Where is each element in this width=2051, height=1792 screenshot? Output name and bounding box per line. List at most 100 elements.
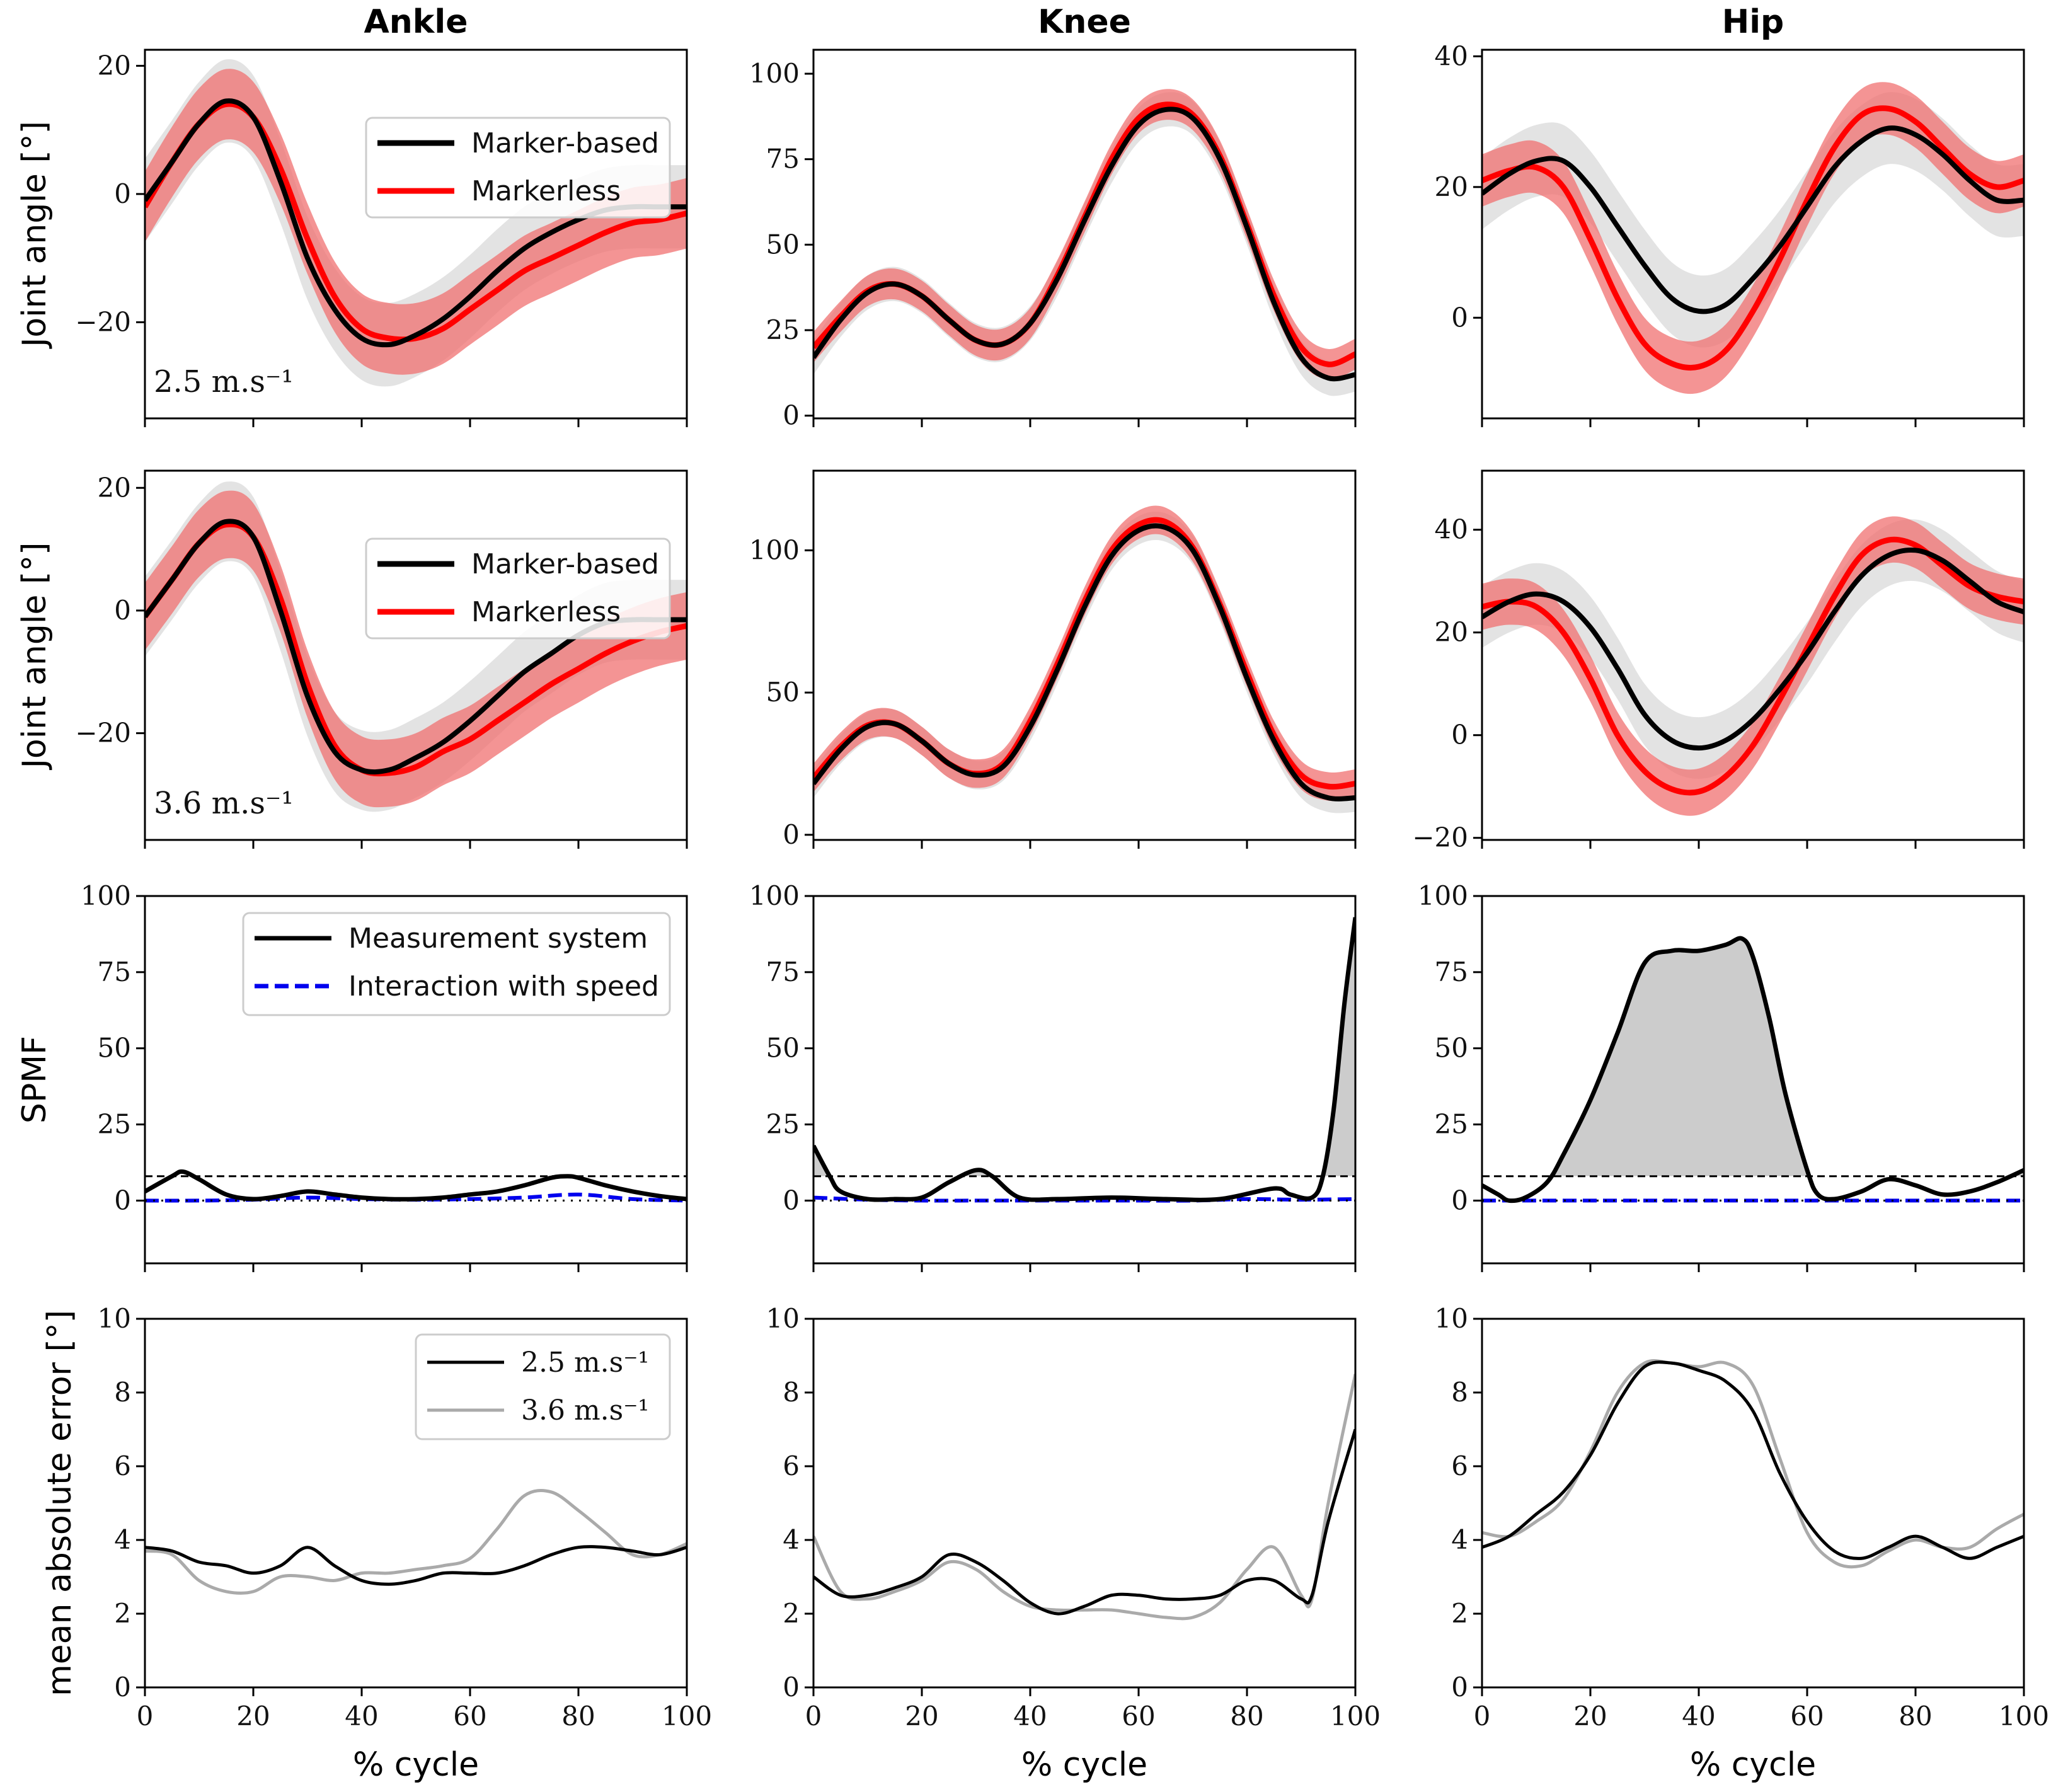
line-marker-based <box>1482 548 2024 751</box>
axes-frame <box>144 895 688 1265</box>
y-tick-label: 6 <box>1451 1450 1468 1481</box>
y-tick-label: 8 <box>1451 1377 1468 1408</box>
plot-area <box>145 481 687 812</box>
y-tick-label: 25 <box>1435 1109 1468 1140</box>
y-tick-label: 20 <box>98 472 131 503</box>
legend: Marker-based Markerless <box>365 117 671 219</box>
x-tick-label: 60 <box>1790 1701 1824 1732</box>
panel-hip-36: −20 0 20 40 <box>1412 469 2025 853</box>
y-axis-label: Joint angle [°] <box>16 543 54 771</box>
x-axis-label: % cycle <box>1021 1746 1147 1784</box>
plot-area <box>145 1169 687 1203</box>
column-title: Ankle <box>364 3 468 41</box>
axes-frame <box>144 469 688 841</box>
legend-label: Markerless <box>471 175 621 207</box>
y-tick-label: 0 <box>1451 1185 1468 1215</box>
band-markerless <box>145 490 687 808</box>
panel-knee-spm: 0 25 50 75 100 <box>749 880 1357 1272</box>
y-tick-label: 20 <box>1435 171 1468 202</box>
y-tick-label: 50 <box>766 1033 800 1064</box>
line-markerless <box>145 101 687 343</box>
y-tick-label: 50 <box>766 677 800 708</box>
x-axis-label: % cycle <box>1690 1746 1816 1784</box>
y-axis-label: mean absolute error [°] <box>41 1310 79 1696</box>
y-tick-label: 40 <box>1435 514 1468 545</box>
plot-area <box>1482 1359 2024 1569</box>
y-tick-label: 0 <box>1451 720 1468 750</box>
x-tick-label: 40 <box>1013 1701 1047 1732</box>
legend-box <box>242 912 671 1016</box>
legend: Measurement system Interaction with speed <box>242 912 671 1016</box>
line-marker-based <box>813 106 1355 382</box>
plot-area <box>1482 936 2024 1203</box>
axes-frame <box>1481 895 2025 1265</box>
y-tick-label: 100 <box>81 880 131 911</box>
line-marker-based <box>1482 125 2024 314</box>
y-tick-label: 40 <box>1435 40 1468 71</box>
panel-knee-25: 0 25 50 75 100 Knee <box>749 3 1357 431</box>
x-tick-label: 60 <box>1122 1701 1155 1732</box>
line-mae-36 <box>1482 1359 2024 1569</box>
panel-ankle-36: −20 0 20 Joint angle [°] 3.6 m.s⁻¹ Marker-bas… <box>16 469 688 849</box>
y-tick-label: −20 <box>75 718 131 749</box>
y-tick-label: 75 <box>98 956 131 987</box>
band-markerless <box>145 69 687 375</box>
y-tick-label: 0 <box>783 819 800 850</box>
x-tick-label: 0 <box>805 1701 822 1732</box>
plot-area <box>813 917 1355 1203</box>
axes-frame <box>812 1318 1357 1689</box>
y-tick-label: 10 <box>766 1303 800 1334</box>
y-tick-label: 6 <box>114 1450 131 1481</box>
legend-label: Measurement system <box>348 922 648 955</box>
plot-area <box>813 89 1355 396</box>
legend-label: 2.5 m.s⁻¹ <box>521 1347 649 1379</box>
y-tick-label: 50 <box>1435 1033 1468 1064</box>
y-tick-label: 100 <box>749 58 800 89</box>
legend-label: 3.6 m.s⁻¹ <box>521 1394 649 1427</box>
legend-label: Marker-based <box>471 127 659 159</box>
plot-area <box>1482 516 2024 816</box>
y-tick-label: 10 <box>1435 1303 1468 1334</box>
y-tick-label: 25 <box>766 314 800 345</box>
plot-area <box>1482 82 2024 394</box>
y-tick-label: 100 <box>749 534 800 565</box>
significance-fill <box>1482 938 2024 1176</box>
y-tick-label: 0 <box>1451 1672 1468 1703</box>
speed-annotation: 2.5 m.s⁻¹ <box>154 364 294 399</box>
panel-knee-36: 0 50 100 <box>749 469 1357 850</box>
line-mae-25 <box>145 1545 687 1586</box>
band-markerless <box>1482 516 2024 816</box>
axes-frame <box>1481 469 2025 841</box>
x-tick-label: 80 <box>561 1701 595 1732</box>
y-tick-label: 0 <box>1451 302 1468 333</box>
line-marker-based <box>813 523 1355 801</box>
speed-annotation: 3.6 m.s⁻¹ <box>154 786 294 821</box>
axes-frame <box>812 469 1357 841</box>
x-axis-label: % cycle <box>353 1746 479 1784</box>
line-markerless <box>1482 105 2024 371</box>
legend: 2.5 m.s⁻¹ 3.6 m.s⁻¹ <box>415 1333 671 1440</box>
significance-fill <box>813 917 1355 1176</box>
plot-area <box>813 1374 1355 1621</box>
line-mae-25 <box>813 1428 1355 1616</box>
axes-frame <box>1481 1318 2025 1689</box>
y-tick-label: 0 <box>783 1672 800 1703</box>
y-tick-label: 0 <box>783 400 800 431</box>
x-tick-label: 100 <box>1330 1701 1381 1732</box>
x-tick-label: 20 <box>236 1701 270 1732</box>
band-markerless <box>813 505 1355 801</box>
legend: Marker-based Markerless <box>365 537 671 640</box>
x-tick-label: 60 <box>453 1701 486 1732</box>
y-tick-label: 75 <box>766 144 800 175</box>
y-tick-label: 0 <box>114 595 131 626</box>
y-tick-label: 50 <box>98 1033 131 1064</box>
plot-area <box>813 505 1355 813</box>
y-tick-label: 75 <box>766 956 800 987</box>
y-tick-label: 25 <box>766 1109 800 1140</box>
panel-hip-spm: 0 25 50 75 100 <box>1418 880 2025 1272</box>
axes-frame <box>1481 49 2025 420</box>
plot-area <box>145 59 687 387</box>
